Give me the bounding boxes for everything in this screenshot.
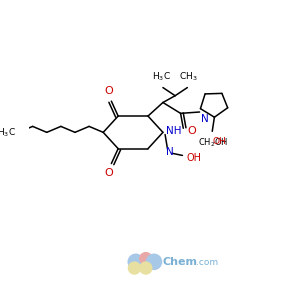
Text: CH$_2$OH: CH$_2$OH (198, 137, 229, 149)
Text: NH: NH (166, 126, 181, 136)
Circle shape (146, 254, 162, 269)
Text: Chem: Chem (162, 257, 197, 267)
Text: N: N (201, 114, 209, 124)
Circle shape (128, 262, 140, 274)
Text: H$_3$C: H$_3$C (0, 126, 16, 139)
Text: OH: OH (187, 153, 202, 163)
Text: N: N (166, 147, 174, 157)
Text: O: O (105, 169, 114, 178)
Text: OH: OH (212, 137, 226, 146)
Text: .com: .com (196, 258, 218, 267)
Text: H$_3$C: H$_3$C (152, 71, 171, 83)
Circle shape (140, 253, 152, 265)
Circle shape (140, 262, 152, 274)
Text: O: O (105, 86, 114, 96)
Circle shape (128, 254, 143, 269)
Text: O: O (188, 126, 196, 136)
Text: CH$_3$: CH$_3$ (179, 71, 198, 83)
